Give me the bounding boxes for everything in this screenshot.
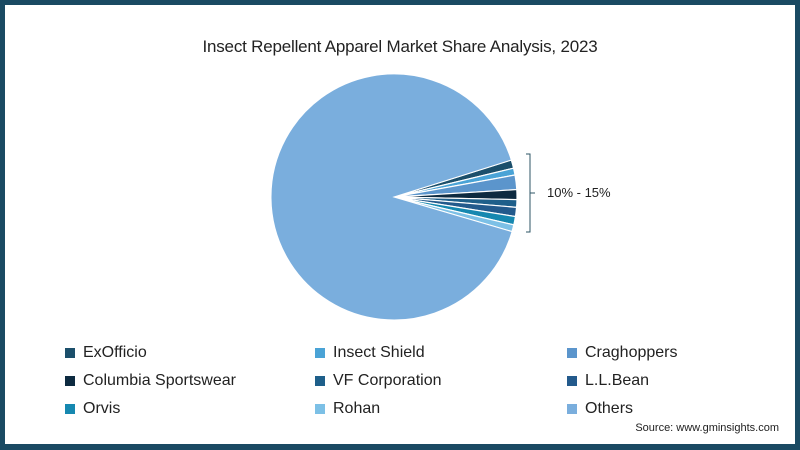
source-note: Source: www.gminsights.com [635,422,779,434]
chart-frame: Insect Repellent Apparel Market Share An… [5,5,795,444]
legend-swatch [315,404,325,414]
legend-swatch [315,376,325,386]
legend-item-orvis[interactable]: Orvis [65,398,315,420]
legend: ExOfficio Insect Shield Craghoppers Colu… [65,342,785,420]
legend-label: Craghoppers [585,344,678,361]
legend-swatch [315,348,325,358]
legend-swatch [65,348,75,358]
legend-item-rohan[interactable]: Rohan [315,398,567,420]
legend-label: Columbia Sportswear [83,372,236,389]
legend-item-vf-corporation[interactable]: VF Corporation [315,370,567,392]
legend-label: L.L.Bean [585,372,650,389]
legend-swatch [567,348,577,358]
legend-swatch [65,376,75,386]
chart-title: Insect Repellent Apparel Market Share An… [202,37,598,56]
legend-item-ll-bean[interactable]: L.L.Bean [567,370,787,392]
legend-swatch [65,404,75,414]
pie-slice-others[interactable] [270,73,513,321]
legend-label: VF Corporation [333,372,442,389]
pie-slices [270,73,518,321]
legend-label: Rohan [333,400,381,417]
pie-chart [270,73,535,321]
legend-item-insect-shield[interactable]: Insect Shield [315,342,567,364]
legend-swatch [567,404,577,414]
legend-label: ExOfficio [83,344,147,361]
legend-item-columbia-sportswear[interactable]: Columbia Sportswear [65,370,315,392]
legend-label: Others [585,400,634,417]
share-range-annotation: 10% - 15% [547,185,611,200]
legend-item-others[interactable]: Others [567,398,787,420]
bracket [526,153,535,233]
legend-swatch [567,376,577,386]
legend-item-craghoppers[interactable]: Craghoppers [567,342,787,364]
legend-label: Orvis [83,400,121,417]
legend-label: Insect Shield [333,344,425,361]
legend-item-exofficio[interactable]: ExOfficio [65,342,315,364]
